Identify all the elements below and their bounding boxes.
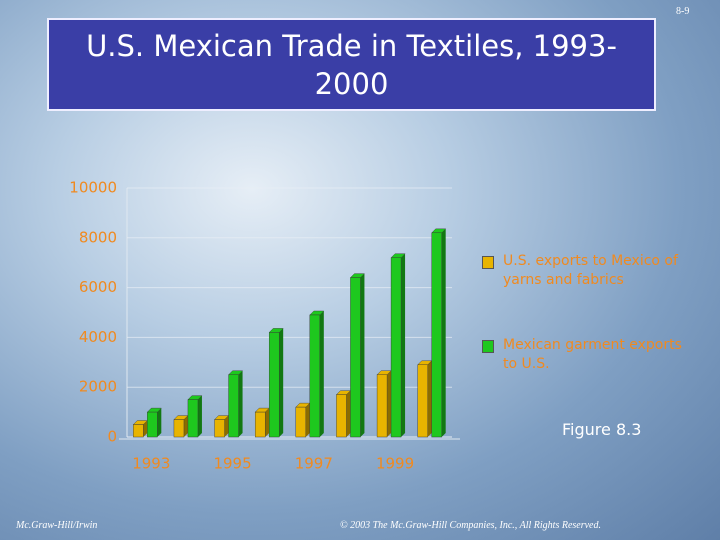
y-tick-label: 4000 — [79, 328, 117, 346]
slide-title: U.S. Mexican Trade in Textiles, 1993-200… — [47, 18, 656, 111]
legend-swatch — [482, 340, 494, 353]
footer-right: © 2003 The Mc.Graw-Hill Companies, Inc.,… — [340, 520, 601, 531]
bar — [390, 257, 402, 438]
bar — [173, 419, 185, 438]
bar-side — [279, 328, 284, 437]
bar — [254, 411, 266, 438]
x-tick-label: 1997 — [295, 455, 333, 473]
bar — [336, 394, 347, 438]
legend-entry: Mexican garment exports to U.S. — [482, 336, 697, 374]
bar — [187, 399, 199, 438]
bar — [350, 277, 361, 438]
bar-side — [157, 408, 162, 437]
legend-entry: U.S. exports to Mexico of yarns and fabr… — [482, 252, 697, 290]
bar-side — [441, 228, 446, 437]
bar-side — [238, 370, 243, 437]
bar — [295, 406, 307, 438]
page-number: 8-9 — [676, 6, 690, 17]
bar-side — [401, 253, 406, 437]
bar — [268, 332, 280, 438]
legend-label: U.S. exports to Mexico of yarns and fabr… — [503, 253, 678, 288]
bar — [228, 374, 239, 438]
bar — [214, 419, 225, 438]
bar-side — [427, 360, 432, 437]
bar — [133, 424, 144, 438]
figure-label: Figure 8.3 — [562, 420, 642, 439]
bar — [431, 232, 442, 438]
legend-swatch — [482, 256, 494, 269]
bar-side — [346, 390, 351, 437]
bar-side — [197, 395, 202, 437]
bar-side — [360, 273, 365, 437]
bar-side — [183, 415, 188, 437]
bar — [417, 364, 428, 438]
bar-side — [265, 408, 270, 437]
x-tick-label: 1993 — [132, 455, 170, 473]
y-tick-label: 0 — [107, 428, 117, 446]
bar — [147, 411, 158, 438]
y-tick-label: 8000 — [79, 228, 117, 246]
y-tick-label: 10000 — [69, 179, 117, 197]
y-tick-label: 6000 — [79, 278, 117, 296]
bar-side — [387, 370, 392, 437]
y-tick-label: 2000 — [79, 378, 117, 396]
footer-left: Mc.Graw-Hill/Irwin — [16, 520, 98, 531]
bar-side — [143, 420, 148, 437]
bar-side — [224, 415, 229, 437]
bar-side — [319, 310, 324, 437]
bar — [309, 314, 321, 438]
x-tick-label: 1995 — [213, 455, 251, 473]
bar — [376, 374, 388, 438]
x-tick-label: 1999 — [376, 455, 414, 473]
legend-label: Mexican garment exports to U.S. — [503, 337, 682, 372]
bar-side — [305, 403, 310, 437]
